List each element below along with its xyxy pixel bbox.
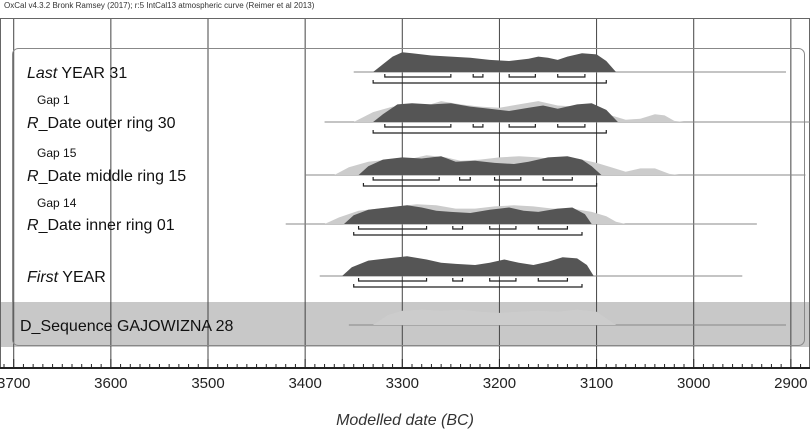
x-tick-label-3600: 3600 [94,375,127,392]
row-2-label: R_Date outer ring 30 [27,115,176,132]
row-1-label-prefix: Last [27,65,58,82]
row-2-range95-1 [372,130,607,134]
sequence-outline-box [12,48,805,346]
row-3-posterior-distribution [358,156,602,175]
row-4-range68-4 [537,226,569,230]
row-2-range68-1 [384,124,452,128]
row-4-range68-3 [489,226,517,230]
row-6-prior-distribution [373,309,616,325]
row-1-posterior-distribution [373,52,616,72]
row-1-range68-3 [508,74,536,78]
row-1-label: Last YEAR 31 [27,65,127,82]
row-3-gap-label: Gap 15 [37,146,77,160]
row-4-label: R_Date inner ring 01 [27,217,175,234]
row-3-range68-2 [459,177,471,181]
row-5-label-prefix: First [27,269,59,286]
x-tick-label-3000: 3000 [677,375,710,392]
row-6-label: D_Sequence GAJOWIZNA 28 [20,318,234,335]
x-tick-label-3500: 3500 [191,375,224,392]
x-axis: 3700 3600 3500 3400 3300 3200 3100 3000 2900 [0,359,810,392]
row-5-range68-2 [452,278,464,282]
row-2-label-text: _Date outer ring 30 [38,115,176,132]
x-axis-title: Modelled date (BC) [336,412,474,429]
row-1-range68-2 [472,74,484,78]
row-5-label-text: YEAR [58,269,106,286]
row-2-range68-2 [472,124,484,128]
row-4-gap-label: Gap 14 [37,196,77,210]
row-1-label-text: YEAR 31 [57,65,127,82]
row-1-range95-1 [372,80,607,84]
row-3-label-prefix: R [27,168,39,185]
row-2-posterior-distribution [373,103,618,122]
row-5-range68-3 [489,278,517,282]
row-5-range68-1 [357,278,428,282]
row-4-label-text: _Date inner ring 01 [38,217,175,234]
row-3-range95-1 [362,183,598,187]
row-4-label-prefix: R [27,217,39,234]
row-3-range68-1 [372,177,440,181]
x-tick-label-3400: 3400 [288,375,321,392]
row-4-range95-1 [353,232,583,236]
row-4-range68-2 [452,226,464,230]
row-5-range95-1 [353,284,583,288]
row-2-label-prefix: R [27,115,39,132]
row-5-posterior-distribution [342,256,594,276]
row-2-gap-label: Gap 1 [37,93,70,107]
x-tick-label-3200: 3200 [483,375,516,392]
row-4-posterior-distribution [344,205,592,224]
row-3-range68-4 [542,177,573,181]
row-5-range68-4 [537,278,569,282]
row-3-label: R_Date middle ring 15 [27,168,186,185]
row-2-range68-4 [557,124,586,128]
row-3-range68-3 [493,177,522,181]
x-tick-label-2900: 2900 [774,375,807,392]
x-tick-label-3100: 3100 [580,375,613,392]
x-tick-label-3300: 3300 [386,375,419,392]
row-4-range68-1 [357,226,428,230]
row-1-range68-4 [557,74,586,78]
x-tick-label-3700: 3700 [0,375,30,392]
row-5-label: First YEAR [27,269,106,286]
oxcal-version-header: OxCal v4.3.2 Bronk Ramsey (2017); r:5 In… [4,1,315,10]
grid-layer [13,19,792,367]
row-3-label-text: _Date middle ring 15 [38,168,187,185]
row-1-range68-1 [384,74,452,78]
row-2-range68-3 [508,124,536,128]
row-6-label-text: D_Sequence GAJOWIZNA 28 [20,318,234,335]
